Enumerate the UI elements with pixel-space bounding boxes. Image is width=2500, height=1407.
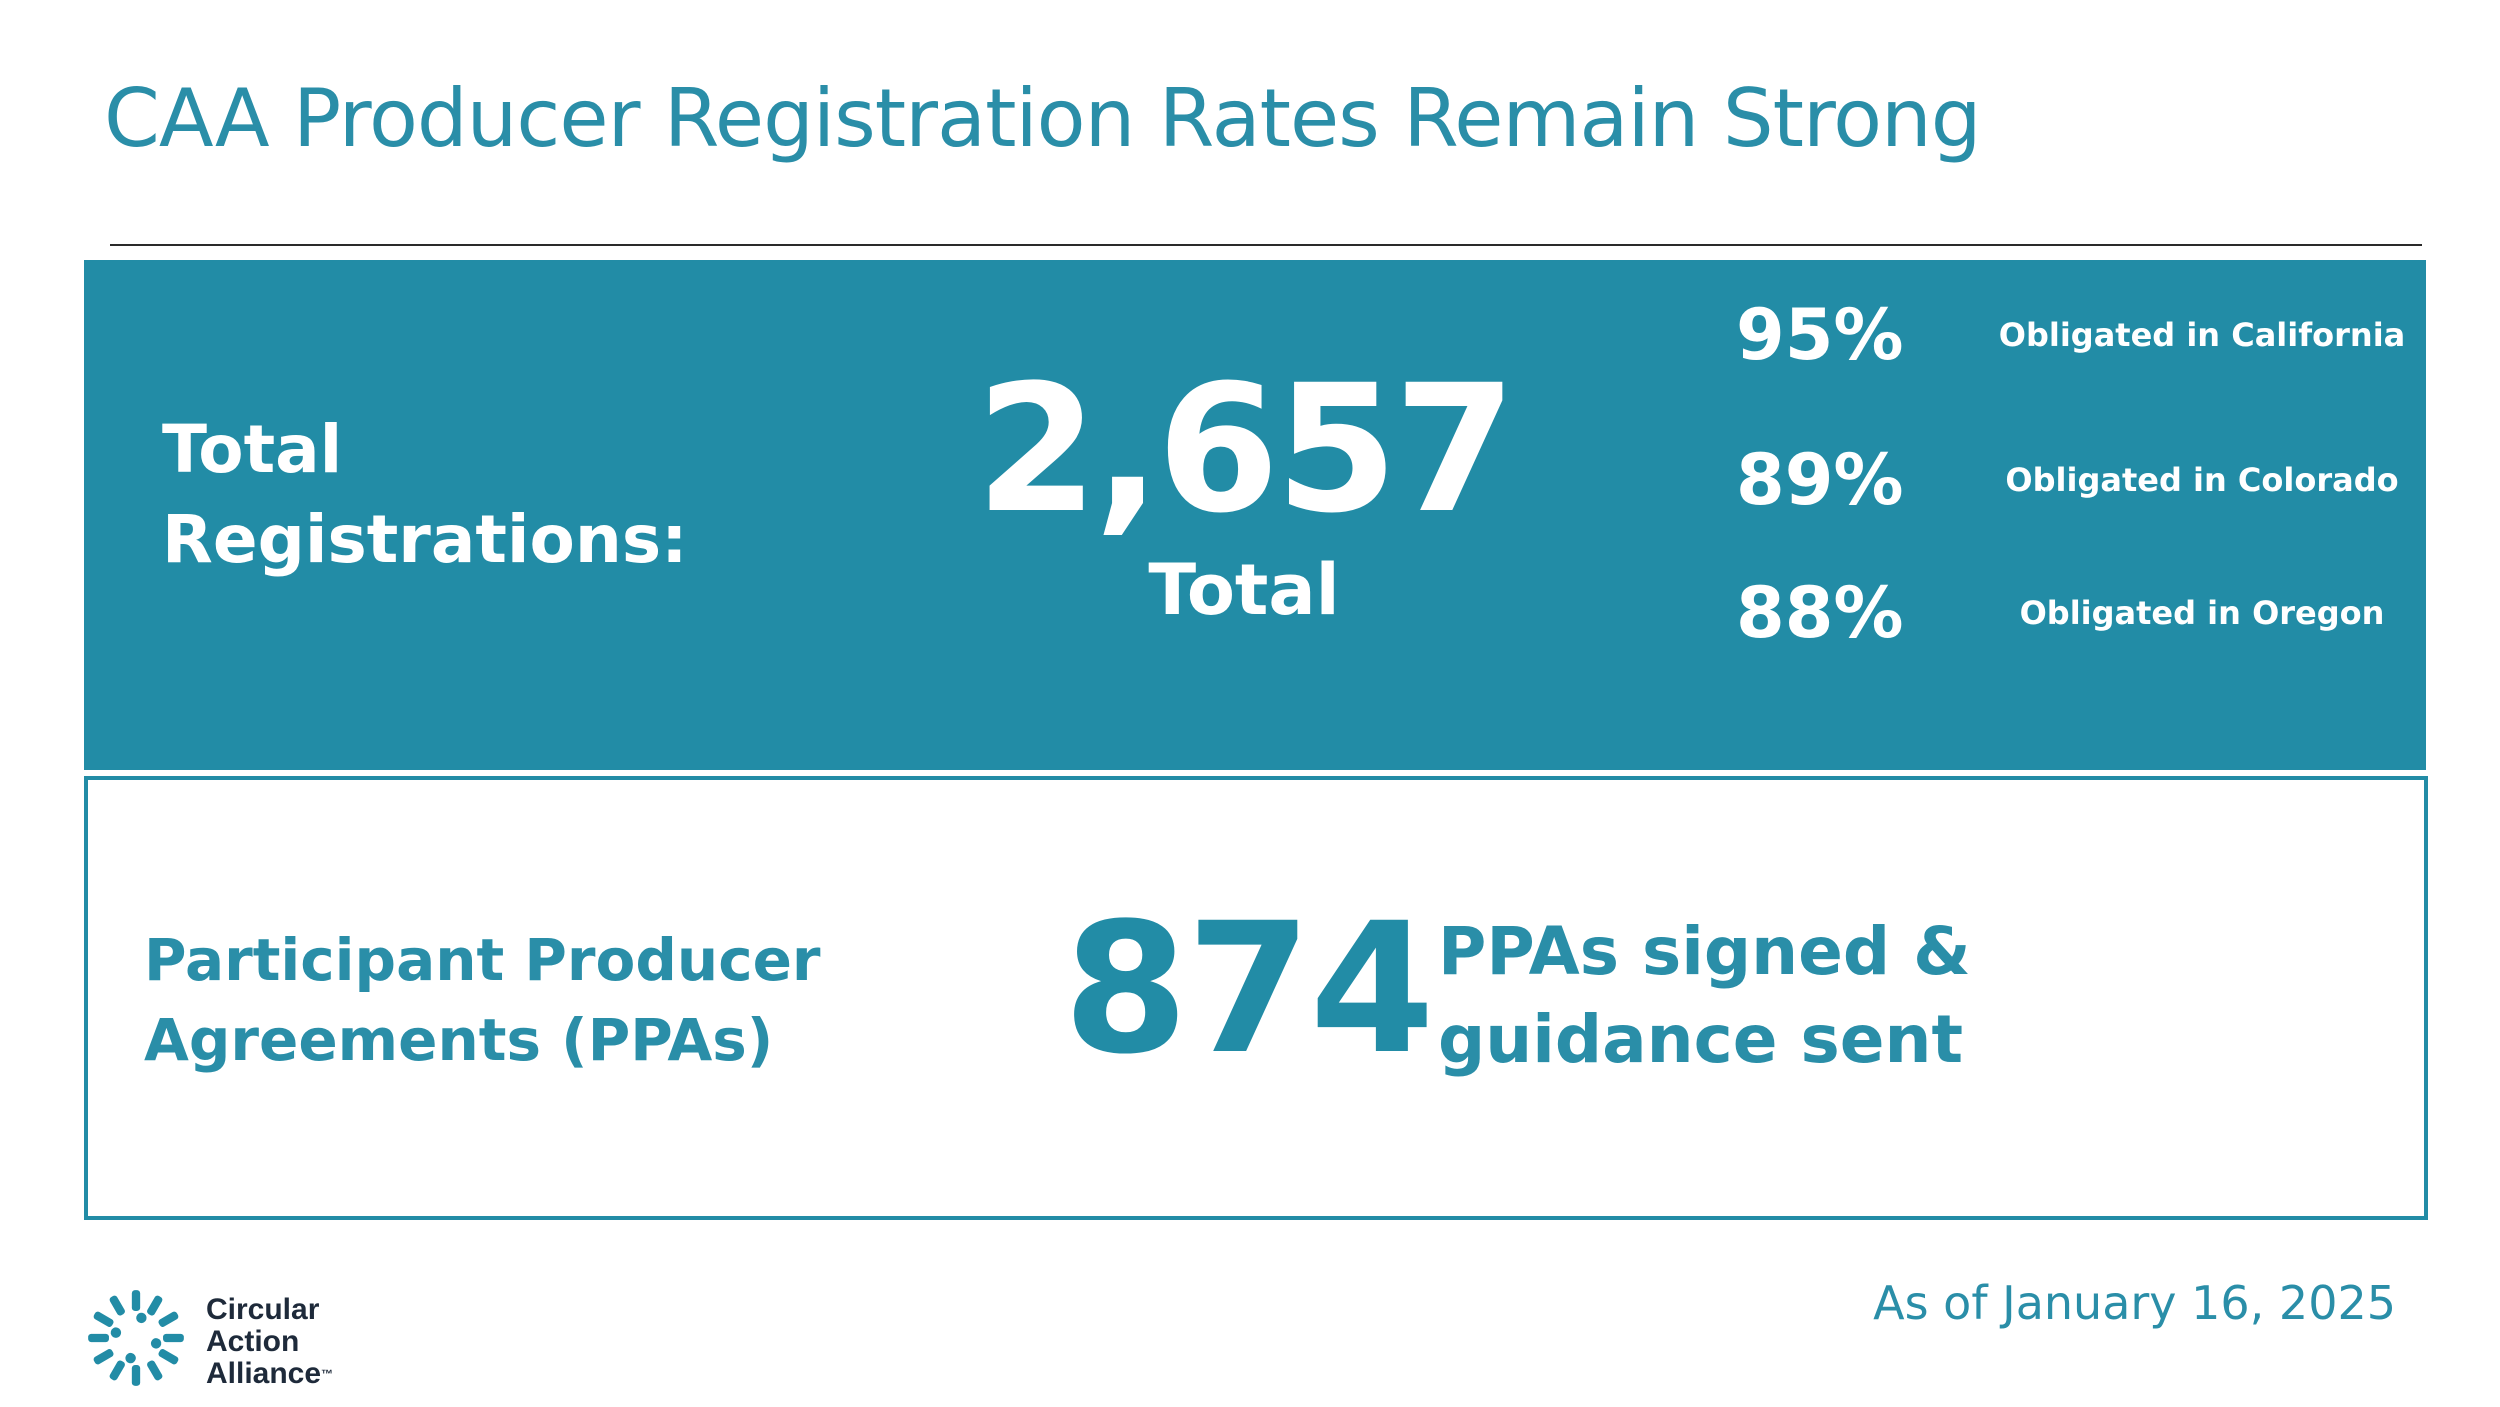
stat-california-label: Obligated in California [1998,316,2406,354]
logo-line3-text: Alliance [206,1357,322,1390]
stat-oregon: 88% Obligated in Oregon [84,563,2426,663]
total-registrations-sub: Total [1148,549,1340,631]
logo-wordmark: Circular Action Alliance™ [206,1294,333,1390]
stat-colorado-label: Obligated in Colorado [2005,461,2399,499]
ppa-label-line2: Agreements (PPAs) [144,1006,774,1074]
ppa-description: PPAs signed & guidance sent [1438,908,1971,1084]
stat-california-pct: 95% [1736,294,1904,376]
logo-line1: Circular [206,1293,320,1326]
logo-trademark: ™ [321,1367,334,1381]
total-registrations-value: 2,657 [975,347,1517,552]
stat-oregon-label: Obligated in Oregon [2019,594,2385,632]
ppa-value: 874 [1063,885,1435,1094]
ppa-label: Participant Producer Agreements (PPAs) [144,920,821,1080]
stat-oregon-pct: 88% [1736,572,1904,654]
total-registrations-label-line1: Total [162,411,343,488]
ppa-label-line1: Participant Producer [144,926,821,994]
stat-california: 95% Obligated in California [84,285,2426,385]
logo-line3: Alliance™ [206,1358,333,1390]
circular-action-alliance-logo: Circular Action Alliance™ [84,1286,404,1396]
total-registrations-label-line2: Registrations: [162,501,688,578]
page-title: CAA Producer Registration Rates Remain S… [104,72,1982,165]
ppa-description-line2: guidance sent [1438,1001,1964,1078]
as-of-date: As of January 16, 2025 [1873,1276,2396,1330]
ppa-description-line1: PPAs signed & [1438,913,1971,990]
total-registrations-panel: Total Registrations: 2,657 Total 95% Obl… [84,260,2426,770]
title-divider [110,244,2422,246]
total-registrations-label: Total Registrations: [162,405,688,585]
ppa-panel: Participant Producer Agreements (PPAs) 8… [84,776,2428,1220]
stat-colorado: 89% Obligated in Colorado [84,430,2426,530]
stat-colorado-pct: 89% [1736,439,1904,521]
logo-line2: Action [206,1325,300,1358]
circular-burst-icon [88,1290,184,1386]
